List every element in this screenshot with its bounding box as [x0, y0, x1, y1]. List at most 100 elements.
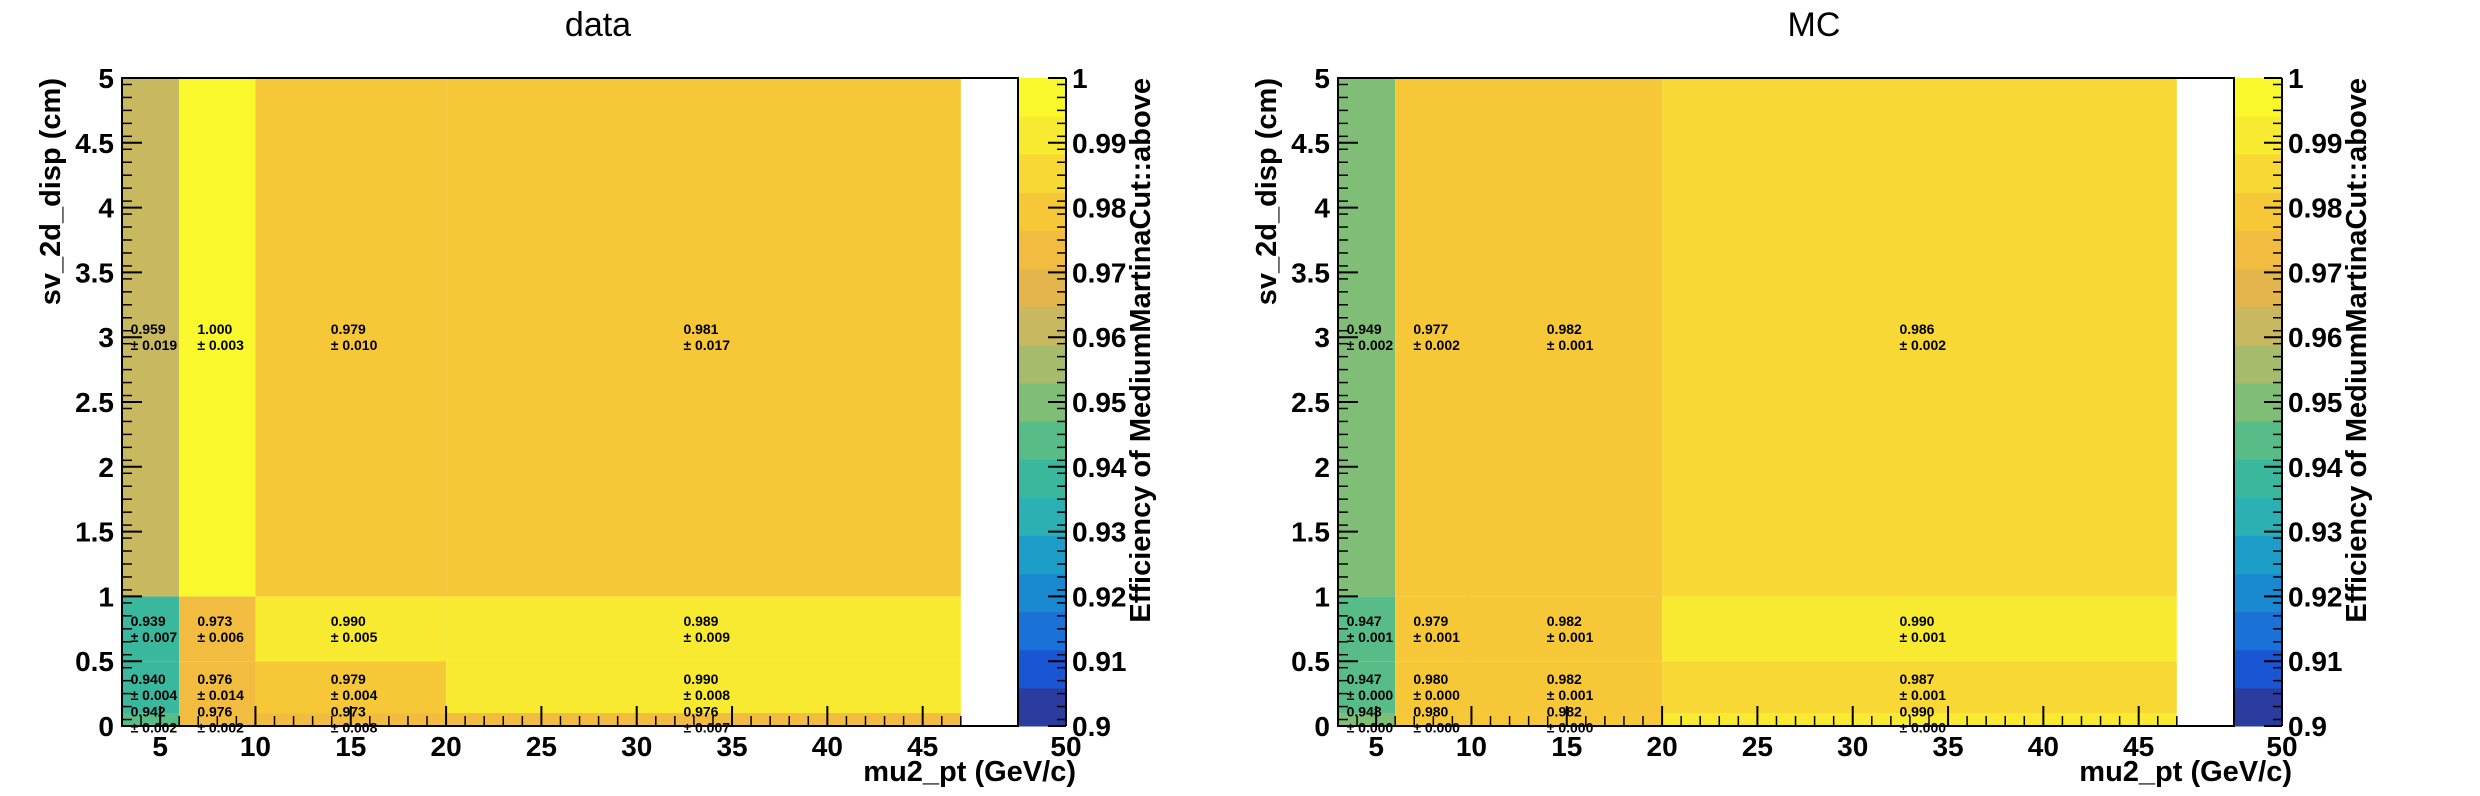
palette-swatch	[2234, 230, 2282, 270]
cell-error-label: ± 0.002	[197, 720, 244, 736]
palette-tick-label: 0.99	[1072, 128, 1127, 159]
heatmap-cell	[1662, 78, 2177, 597]
y-tick-label: 2	[98, 452, 114, 483]
cell-error-label: ± 0.001	[1899, 687, 1946, 703]
heatmap-cell	[122, 713, 180, 726]
palette-swatch	[1018, 344, 1066, 384]
x-tick-label: 30	[621, 731, 652, 762]
y-tick-label: 0	[98, 711, 114, 742]
cell-error-label: ± 0.001	[1547, 337, 1594, 353]
cell-value-label: 0.940	[131, 671, 166, 687]
y-tick-label: 3.5	[1291, 257, 1330, 288]
cell-value-label: 0.980	[1413, 671, 1448, 687]
heatmap-cell	[446, 713, 961, 726]
palette-tick-label: 0.94	[2288, 452, 2343, 483]
palette-swatch	[1018, 192, 1066, 231]
heatmap-cell	[1662, 713, 2177, 726]
palette-tick-label: 0.99	[2288, 128, 2343, 159]
heatmap-cell	[446, 596, 961, 662]
x-axis-label: mu2_pt (GeV/c)	[863, 756, 1076, 788]
y-tick-label: 2.5	[1291, 387, 1330, 418]
y-tick-label: 0.5	[75, 646, 114, 677]
heatmap-cell	[1395, 596, 1472, 662]
palette-tick-label: 0.9	[1072, 711, 1111, 742]
cell-value-label: 0.990	[1899, 704, 1934, 720]
x-tick-label: 45	[2123, 731, 2154, 762]
palette-swatch	[2234, 611, 2282, 651]
cell-error-label: ± 0.008	[331, 720, 378, 736]
cell-error-label: ± 0.001	[1547, 629, 1594, 645]
heatmap-cell	[255, 596, 447, 662]
x-tick-label: 10	[1456, 731, 1487, 762]
x-tick-label: 50	[2266, 731, 2297, 762]
y-tick-label: 5	[98, 63, 114, 94]
palette-swatch	[1018, 421, 1066, 460]
panel-mc: MC mu2_pt (GeV/c) sv_2d_disp (cm) Effici…	[1251, 6, 2373, 788]
y-tick-label: 0	[1314, 711, 1330, 742]
palette-swatch	[2234, 268, 2282, 308]
palette-swatch	[2234, 154, 2282, 193]
cell-value-label: 0.947	[1347, 671, 1382, 687]
chart-title: MC	[1788, 6, 1841, 44]
cell-error-label: ± 0.002	[1413, 337, 1460, 353]
heatmap-cell	[1662, 596, 2177, 662]
heatmap-cell	[1471, 596, 1663, 662]
palette-swatch	[1018, 154, 1066, 193]
cell-value-label: 0.986	[1899, 321, 1934, 337]
x-axis-label: mu2_pt (GeV/c)	[2079, 756, 2292, 788]
x-tick-label: 10	[240, 731, 271, 762]
heatmap-cell	[1471, 78, 1663, 597]
x-tick-label: 35	[716, 731, 747, 762]
heatmap-cell	[1395, 661, 1472, 714]
cell-value-label: 0.949	[1347, 321, 1382, 337]
palette-tick-label: 0.91	[1072, 646, 1127, 677]
cell-error-label: ± 0.006	[197, 629, 244, 645]
cell-error-label: ± 0.009	[683, 629, 730, 645]
heatmap-cell	[1338, 713, 1396, 726]
palette-swatch	[1018, 230, 1066, 270]
y-tick-label: 3	[1314, 322, 1330, 353]
palette-tick-label: 0.96	[1072, 322, 1127, 353]
x-tick-label: 5	[152, 731, 168, 762]
palette-tick-label: 0.97	[1072, 257, 1127, 288]
heatmap-cell	[255, 661, 447, 714]
heatmap-cell	[255, 78, 447, 597]
heatmap-cell	[1471, 661, 1663, 714]
heatmap-cell	[122, 661, 180, 714]
cell-error-label: ± 0.010	[331, 337, 378, 353]
palette-tick-label: 1	[2288, 63, 2304, 94]
palette-tick-label: 0.97	[2288, 257, 2343, 288]
cell-value-label: 1.000	[197, 321, 232, 337]
cell-error-label: ± 0.000	[1547, 720, 1594, 736]
cell-value-label: 0.989	[683, 613, 718, 629]
palette-swatch	[1018, 611, 1066, 651]
palette-tick-label: 1	[1072, 63, 1088, 94]
cell-value-label: 0.990	[683, 671, 718, 687]
y-tick-label: 4.5	[75, 128, 114, 159]
cell-error-label: ± 0.001	[1413, 629, 1460, 645]
cell-value-label: 0.959	[131, 321, 166, 337]
heatmap-cell	[1338, 661, 1396, 714]
cell-value-label: 0.979	[1413, 613, 1448, 629]
palette-swatch	[2234, 459, 2282, 498]
cell-error-label: ± 0.003	[197, 337, 244, 353]
cell-error-label: ± 0.000	[1347, 687, 1394, 703]
palette-tick-label: 0.95	[1072, 387, 1127, 418]
x-tick-label: 25	[1742, 731, 1773, 762]
palette-swatch	[2234, 573, 2282, 613]
x-tick-label: 45	[907, 731, 938, 762]
x-tick-label: 40	[2028, 731, 2059, 762]
cell-error-label: ± 0.000	[1899, 720, 1946, 736]
cell-value-label: 0.976	[197, 671, 232, 687]
palette-swatch	[2234, 116, 2282, 155]
y-tick-label: 2.5	[75, 387, 114, 418]
heatmap-cell	[1662, 661, 2177, 714]
palette-swatch	[1018, 497, 1066, 536]
cell-value-label: 0.982	[1547, 613, 1582, 629]
cell-error-label: ± 0.017	[683, 337, 730, 353]
palette-tick-label: 0.98	[1072, 193, 1127, 224]
palette-swatch	[2234, 344, 2282, 384]
x-tick-label: 5	[1368, 731, 1384, 762]
cell-value-label: 0.982	[1547, 671, 1582, 687]
